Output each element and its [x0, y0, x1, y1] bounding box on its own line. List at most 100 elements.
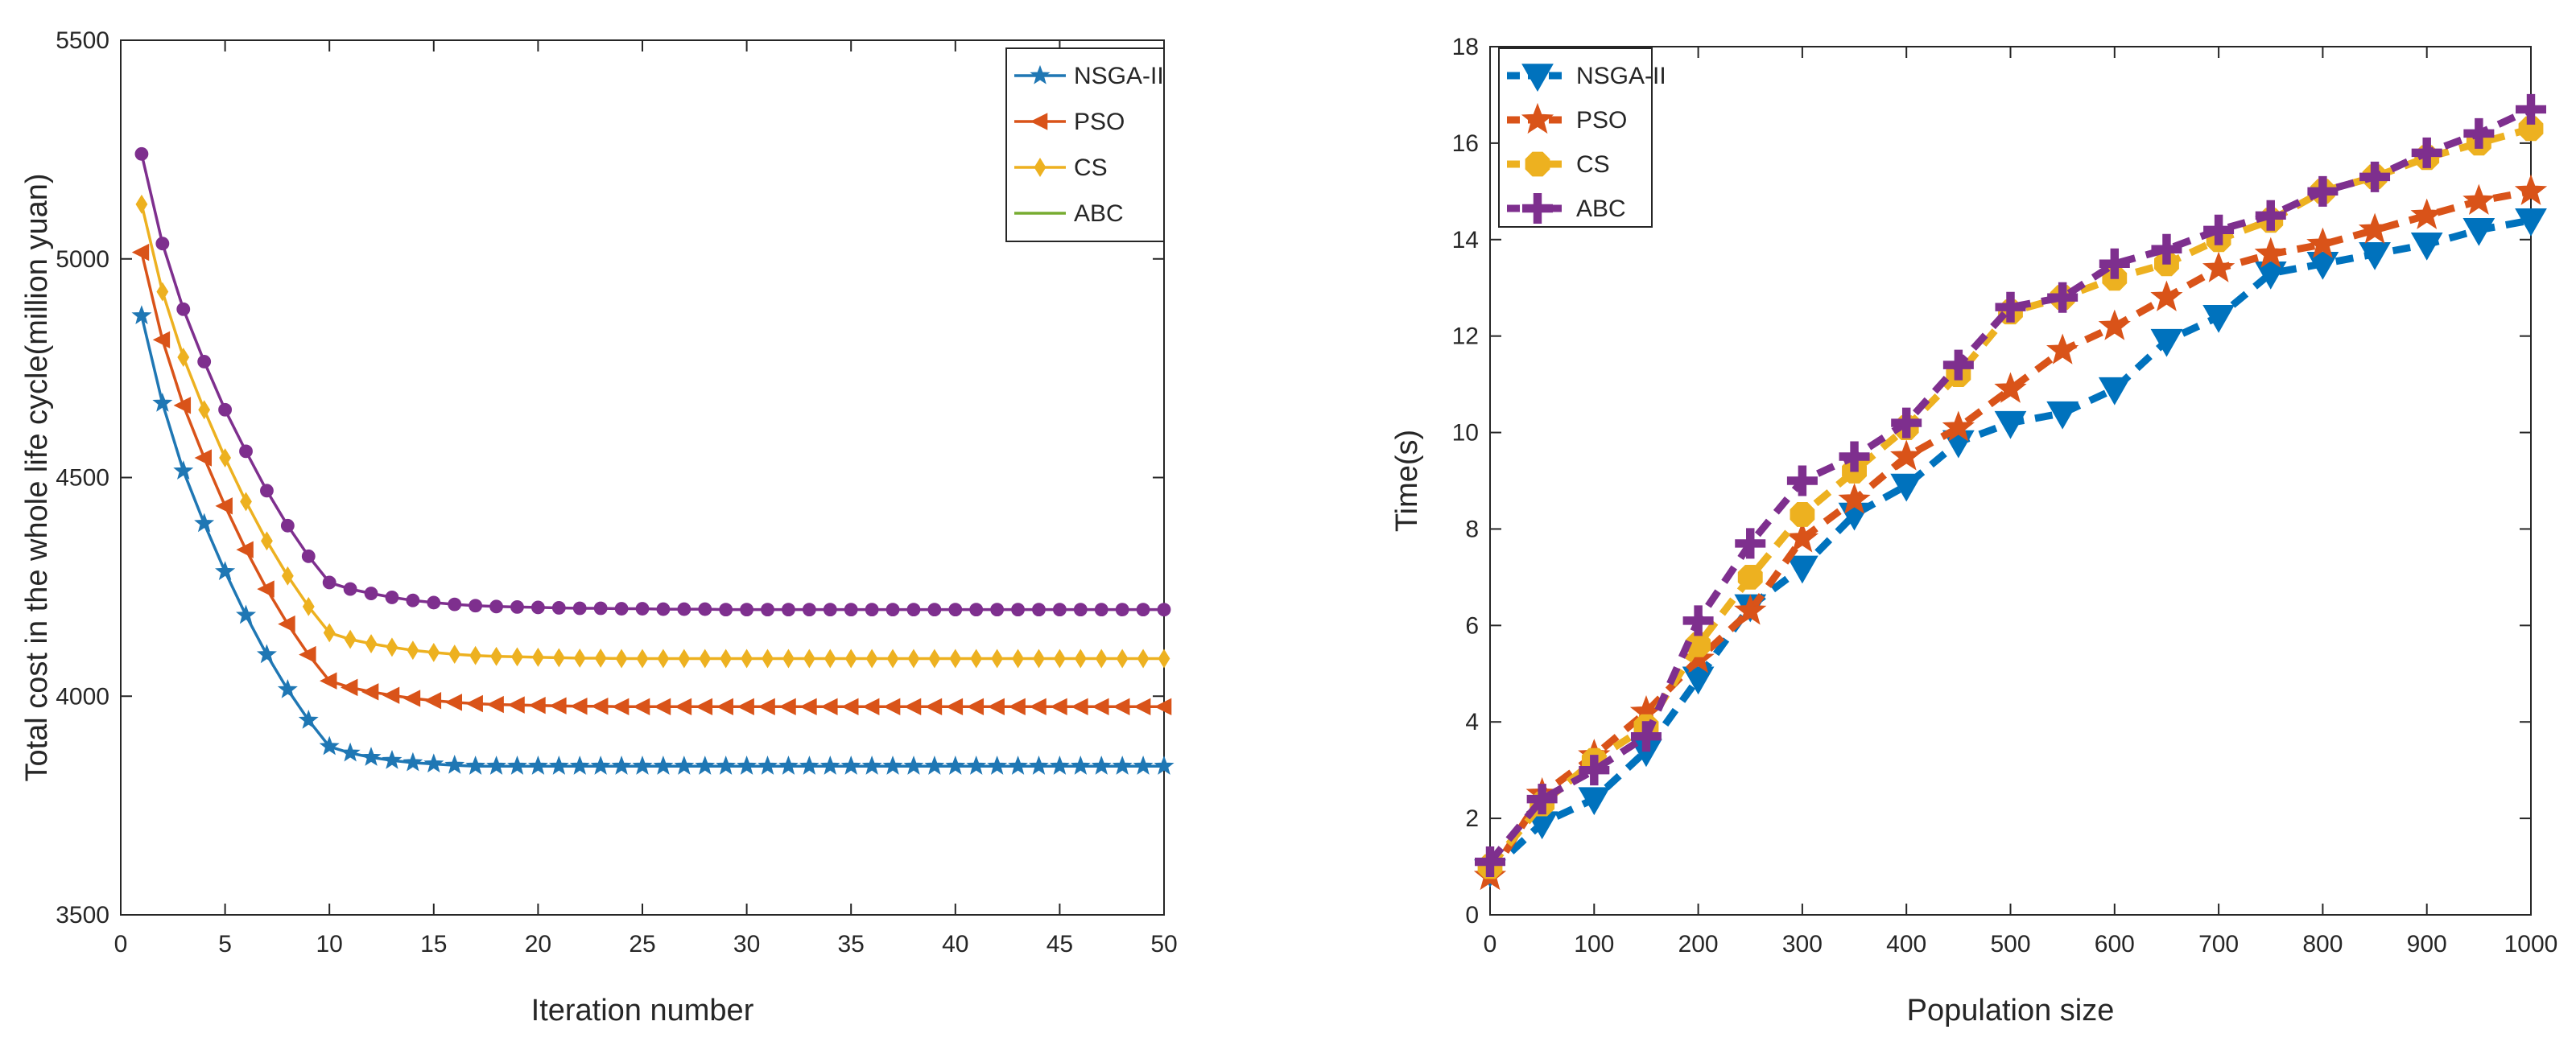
data-point-cs [344, 629, 357, 649]
data-point-nsga-ii [653, 756, 674, 775]
legend-item-pso: PSO [1014, 109, 1125, 135]
data-point-nsga-ii [527, 756, 548, 775]
data-point-pso [2046, 333, 2079, 364]
data-point-pso [423, 691, 442, 710]
data-point-cs [1737, 565, 1763, 590]
data-point-pso [194, 449, 212, 467]
data-point-cs [198, 400, 211, 420]
data-point-pso [632, 698, 650, 716]
data-point-nsga-ii [840, 756, 861, 775]
y-tick-label: 2 [1465, 805, 1479, 832]
data-point-abc [1094, 603, 1108, 617]
data-point-pso [1092, 698, 1109, 716]
x-tick-label: 25 [629, 931, 655, 957]
x-tick-label: 500 [1990, 931, 2030, 957]
data-point-abc [1786, 465, 1818, 496]
data-point-abc [656, 602, 671, 616]
data-point-nsga-ii [506, 756, 527, 775]
data-point-pso [1029, 698, 1046, 716]
data-point-abc [865, 603, 879, 617]
data-point-pso [841, 698, 859, 716]
data-point-cs [1033, 649, 1045, 669]
data-point-pso [611, 698, 630, 716]
data-point-abc [489, 599, 503, 614]
data-point-cs [949, 649, 962, 669]
data-point-nsga-ii [2046, 401, 2079, 430]
data-point-abc [1073, 603, 1088, 617]
y-tick-label: 14 [1452, 227, 1479, 253]
data-point-nsga-ii [1049, 756, 1070, 775]
legend-label: CS [1576, 151, 1610, 178]
data-point-nsga-ii [903, 756, 924, 775]
data-point-nsga-ii [382, 749, 402, 769]
data-point-nsga-ii [924, 756, 945, 775]
legend-item-cs: CS [1507, 151, 1610, 178]
data-point-abc [2151, 233, 2182, 265]
data-point-abc [2307, 175, 2339, 207]
data-point-abc [530, 600, 545, 615]
data-point-nsga-ii [945, 756, 966, 775]
data-point-nsga-ii [611, 756, 632, 775]
data-point-pso [1994, 372, 2027, 403]
legend: NSGA-II PSO CS ABC [1498, 47, 1666, 228]
data-point-abc [2516, 93, 2546, 125]
data-point-cs [448, 644, 461, 665]
data-point-nsga-ii [465, 756, 486, 775]
data-point-pso [2358, 212, 2392, 244]
data-point-nsga-ii [298, 709, 319, 729]
data-point-abc [1682, 605, 1714, 636]
legend-marker [1522, 193, 1553, 224]
data-point-abc [1157, 603, 1171, 617]
data-point-nsga-ii [2254, 261, 2287, 290]
data-point-pso [1154, 698, 1172, 716]
data-point-cs [1116, 649, 1129, 669]
data-point-nsga-ii [737, 756, 758, 775]
data-point-pso [507, 696, 525, 714]
data-point-cs [907, 649, 920, 669]
data-point-nsga-ii [819, 756, 840, 775]
data-point-nsga-ii [632, 756, 653, 775]
x-tick-label: 50 [1150, 931, 1177, 957]
series-nsga-ii [131, 305, 1174, 775]
data-point-abc [740, 603, 754, 617]
data-point-nsga-ii [2410, 233, 2443, 261]
data-point-nsga-ii [716, 756, 737, 775]
y-axis-label: Total cost in the whole life cycle(milli… [20, 173, 54, 781]
data-point-abc [927, 603, 942, 617]
data-point-cs [531, 647, 544, 667]
y-tick-label: 0 [1465, 902, 1479, 929]
data-point-cs [657, 649, 670, 669]
legend-label: PSO [1576, 107, 1627, 134]
data-point-cs [427, 642, 440, 662]
data-point-cs [970, 649, 983, 669]
legend-marker [1030, 64, 1051, 84]
data-point-cs [928, 649, 941, 669]
data-point-nsga-ii [1112, 756, 1133, 775]
data-point-pso [1113, 698, 1130, 716]
data-point-nsga-ii [340, 742, 361, 762]
data-point-pso [2306, 227, 2339, 258]
data-point-abc [698, 602, 712, 616]
data-point-cs [699, 649, 712, 669]
data-point-pso [1008, 698, 1026, 716]
data-point-cs [1053, 649, 1066, 669]
data-point-pso [924, 698, 943, 716]
data-point-abc [1891, 407, 1922, 439]
data-point-cs [261, 531, 273, 551]
y-tick-label: 3500 [56, 902, 109, 929]
data-point-cs [1074, 649, 1087, 669]
data-point-pso [444, 694, 463, 711]
legend-item-nsga-ii: NSGA-II [1014, 63, 1164, 89]
data-point-nsga-ii [1890, 473, 1923, 502]
data-point-pso [591, 698, 609, 715]
data-point-pso [361, 683, 379, 701]
legend-box [1005, 47, 1165, 242]
data-point-cs [678, 649, 691, 669]
data-point-pso [778, 698, 796, 716]
data-point-pso [341, 678, 358, 697]
data-point-cs [323, 623, 336, 643]
data-point-nsga-ii [2515, 208, 2547, 237]
data-point-cs [1790, 502, 1815, 527]
data-point-nsga-ii [1091, 756, 1112, 775]
